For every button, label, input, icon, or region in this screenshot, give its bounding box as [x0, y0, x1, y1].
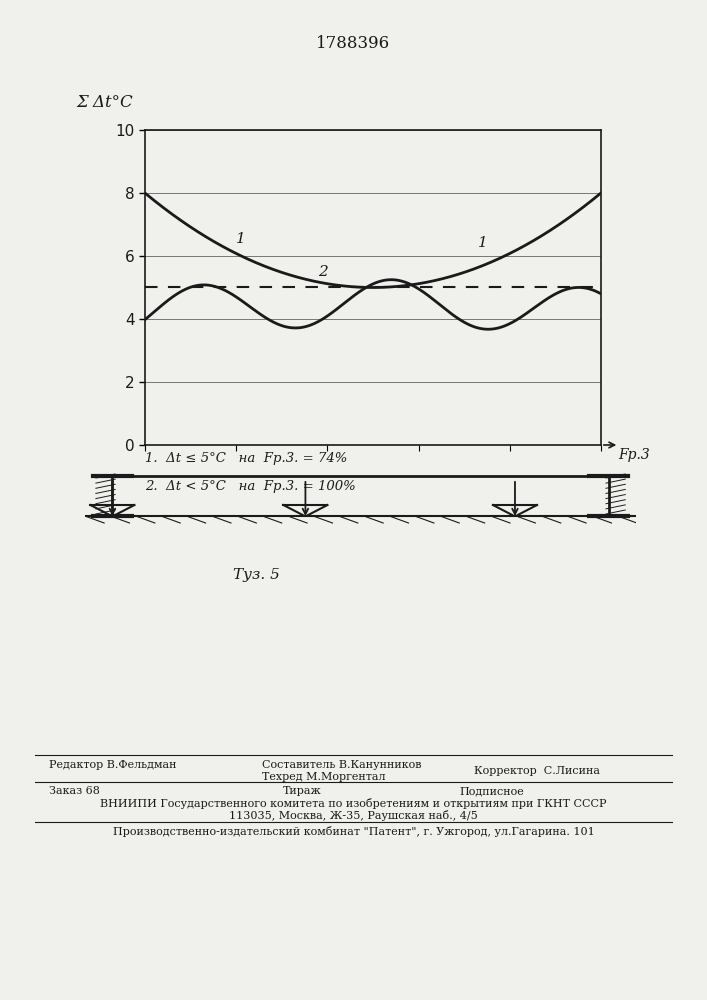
- Text: 1788396: 1788396: [317, 35, 390, 52]
- Text: Тираж: Тираж: [283, 786, 322, 796]
- Text: 1.  Δt ≤ 5°C   на  Fp.3. = 74%: 1. Δt ≤ 5°C на Fp.3. = 74%: [145, 452, 347, 465]
- Text: 113035, Москва, Ж-35, Раушская наб., 4/5: 113035, Москва, Ж-35, Раушская наб., 4/5: [229, 810, 478, 821]
- Text: Τуз. 5: Τуз. 5: [233, 568, 280, 582]
- Text: Σ Δt°C: Σ Δt°C: [76, 94, 134, 111]
- Text: 2: 2: [318, 265, 328, 279]
- Text: Fp.3: Fp.3: [619, 448, 650, 462]
- Text: Корректор  С.Лисина: Корректор С.Лисина: [474, 766, 600, 776]
- Text: Производственно-издательский комбинат "Патент", г. Ужгород, ул.Гагарина. 101: Производственно-издательский комбинат "П…: [112, 826, 595, 837]
- Text: Подписное: Подписное: [460, 786, 525, 796]
- Text: Техред М.Моргентал: Техред М.Моргентал: [262, 772, 385, 782]
- Text: 1: 1: [236, 232, 246, 246]
- Text: Заказ 68: Заказ 68: [49, 786, 100, 796]
- Text: 2.  Δt < 5°C   на  Fp.3. = 100%: 2. Δt < 5°C на Fp.3. = 100%: [145, 480, 356, 493]
- Text: Редактор В.Фельдман: Редактор В.Фельдман: [49, 760, 177, 770]
- Text: 1: 1: [478, 236, 488, 250]
- Text: Составитель В.Канунников: Составитель В.Канунников: [262, 760, 421, 770]
- Text: ВНИИПИ Государственного комитета по изобретениям и открытиям при ГКНТ СССР: ВНИИПИ Государственного комитета по изоб…: [100, 798, 607, 809]
